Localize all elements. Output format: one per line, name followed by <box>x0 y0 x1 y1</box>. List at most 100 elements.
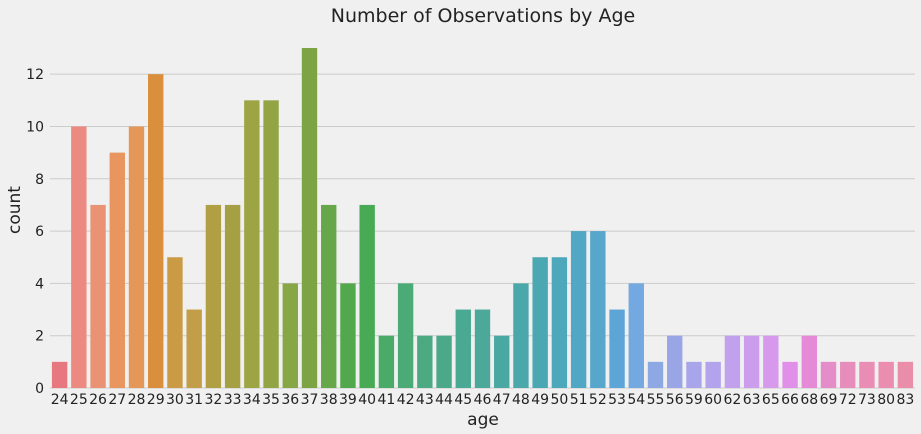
x-tick-label: 68 <box>800 392 818 408</box>
x-tick-label: 26 <box>89 392 107 408</box>
x-tick-label: 80 <box>877 392 895 408</box>
y-tick-label: 8 <box>35 172 44 188</box>
x-axis-label: age <box>467 410 499 430</box>
x-tick-label: 72 <box>839 392 857 408</box>
bar-50 <box>551 257 568 388</box>
x-tick-label: 65 <box>762 392 780 408</box>
x-tick-label: 41 <box>377 392 395 408</box>
bar-66 <box>782 361 798 388</box>
x-tick-label: 83 <box>896 392 914 408</box>
x-tick-label: 30 <box>166 392 184 408</box>
bar-42 <box>397 283 414 388</box>
bars <box>51 48 914 389</box>
x-tick-label: 27 <box>108 392 126 408</box>
bar-59 <box>686 361 702 388</box>
x-tick-label: 44 <box>435 392 453 408</box>
x-tick-label: 36 <box>281 392 299 408</box>
bar-55 <box>647 361 664 388</box>
x-tick-label: 59 <box>685 392 703 408</box>
bar-43 <box>417 335 433 388</box>
y-tick-labels: 0 2 4 6 8 10 12 <box>26 67 44 397</box>
y-tick-label: 2 <box>35 329 44 345</box>
bar-34 <box>244 100 260 389</box>
y-tick-label: 6 <box>35 224 44 240</box>
x-tick-label: 34 <box>243 392 261 408</box>
x-tick-label: 51 <box>570 392 588 408</box>
bar-60 <box>705 361 721 388</box>
bar-27 <box>109 152 125 388</box>
x-tick-label: 60 <box>704 392 722 408</box>
x-tick-label: 35 <box>262 392 280 408</box>
bar-26 <box>90 204 106 388</box>
x-tick-labels: 24 25 26 27 28 29 30 31 32 33 34 35 36 37 38 39 40 41 42 43… <box>51 392 915 408</box>
x-tick-label: 69 <box>820 392 838 408</box>
x-tick-label: 47 <box>493 392 511 408</box>
x-tick-label: 63 <box>743 392 761 408</box>
bar-51 <box>570 231 587 388</box>
x-tick-label: 24 <box>51 392 69 408</box>
bar-29 <box>148 74 164 389</box>
x-tick-label: 32 <box>204 392 222 408</box>
bar-38 <box>321 204 337 388</box>
x-tick-label: 50 <box>550 392 568 408</box>
x-tick-label: 28 <box>128 392 146 408</box>
bar-54 <box>628 283 644 388</box>
x-tick-label: 37 <box>301 392 319 408</box>
bar-73 <box>859 361 875 388</box>
bar-47 <box>494 335 510 388</box>
bar-46 <box>474 309 491 388</box>
bar-44 <box>436 335 452 388</box>
bar-24 <box>51 361 68 388</box>
y-tick-label: 12 <box>26 67 44 83</box>
x-tick-label: 66 <box>781 392 799 408</box>
x-tick-label: 31 <box>185 392 203 408</box>
bar-69 <box>820 361 837 388</box>
x-tick-label: 29 <box>147 392 165 408</box>
bar-33 <box>224 204 241 388</box>
x-tick-label: 25 <box>70 392 88 408</box>
bar-28 <box>128 126 145 388</box>
x-tick-label: 52 <box>589 392 607 408</box>
x-tick-label: 48 <box>512 392 530 408</box>
x-tick-label: 53 <box>608 392 626 408</box>
bar-68 <box>801 335 817 388</box>
x-tick-label: 39 <box>339 392 357 408</box>
bar-52 <box>590 231 606 388</box>
bar-30 <box>167 257 183 388</box>
x-tick-label: 42 <box>397 392 415 408</box>
bar-83 <box>897 361 914 388</box>
bar-48 <box>513 283 529 388</box>
bar-49 <box>532 257 548 388</box>
bar-31 <box>186 309 202 388</box>
bar-45 <box>455 309 471 388</box>
y-tick-label: 0 <box>35 381 44 397</box>
x-tick-label: 55 <box>647 392 665 408</box>
bar-56 <box>667 335 683 388</box>
bar-62 <box>724 335 741 388</box>
bar-40 <box>359 204 375 388</box>
x-tick-label: 38 <box>320 392 338 408</box>
bar-35 <box>263 100 279 389</box>
bar-41 <box>378 335 395 388</box>
x-tick-label: 49 <box>531 392 549 408</box>
y-axis-label: count <box>5 186 25 234</box>
bar-63 <box>743 335 760 388</box>
bar-80 <box>878 361 894 388</box>
bar-37 <box>301 48 318 388</box>
bar-39 <box>340 283 356 388</box>
x-tick-label: 46 <box>474 392 492 408</box>
x-tick-label: 56 <box>666 392 684 408</box>
y-tick-label: 10 <box>26 119 44 135</box>
bar-53 <box>609 309 625 388</box>
chart-title: Number of Observations by Age <box>331 5 635 27</box>
x-tick-label: 45 <box>454 392 472 408</box>
bar-36 <box>282 283 298 388</box>
bar-72 <box>840 361 856 388</box>
bar-25 <box>71 126 87 388</box>
x-tick-label: 73 <box>858 392 876 408</box>
y-tick-label: 4 <box>35 276 44 292</box>
x-tick-label: 33 <box>224 392 242 408</box>
x-tick-label: 43 <box>416 392 434 408</box>
x-tick-label: 62 <box>723 392 741 408</box>
